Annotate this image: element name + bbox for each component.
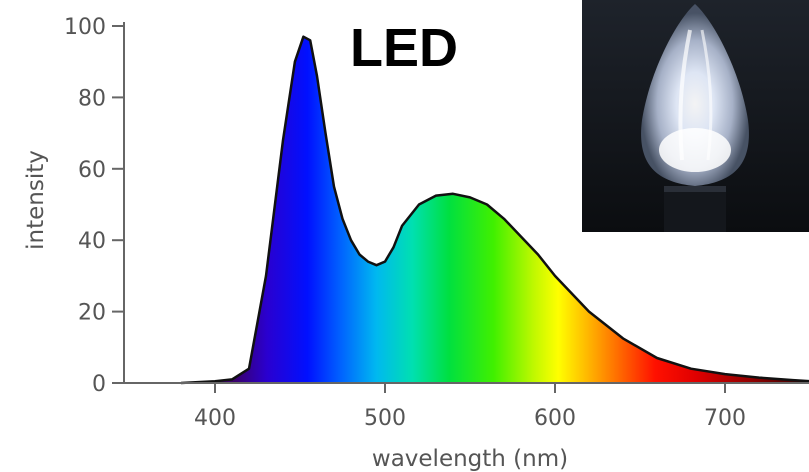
x-tick-label: 400 <box>194 406 236 431</box>
y-axis-label: intensity <box>23 150 49 250</box>
y-tick-label: 40 <box>78 229 106 254</box>
x-tick-label: 500 <box>364 406 406 431</box>
x-axis-label: wavelength (nm) <box>372 446 568 472</box>
y-tick-label: 100 <box>64 15 106 40</box>
x-tick-label: 700 <box>704 406 746 431</box>
y-tick-label: 60 <box>78 158 106 183</box>
y-tick-label: 20 <box>78 301 106 326</box>
chart-title: LED <box>350 18 458 78</box>
y-tick-label: 80 <box>78 86 106 111</box>
y-tick-label: 0 <box>92 372 106 397</box>
led-bulb-photo <box>582 0 809 232</box>
x-tick-label: 600 <box>534 406 576 431</box>
spectrum-line <box>180 35 809 385</box>
spectrum-area <box>181 36 809 383</box>
